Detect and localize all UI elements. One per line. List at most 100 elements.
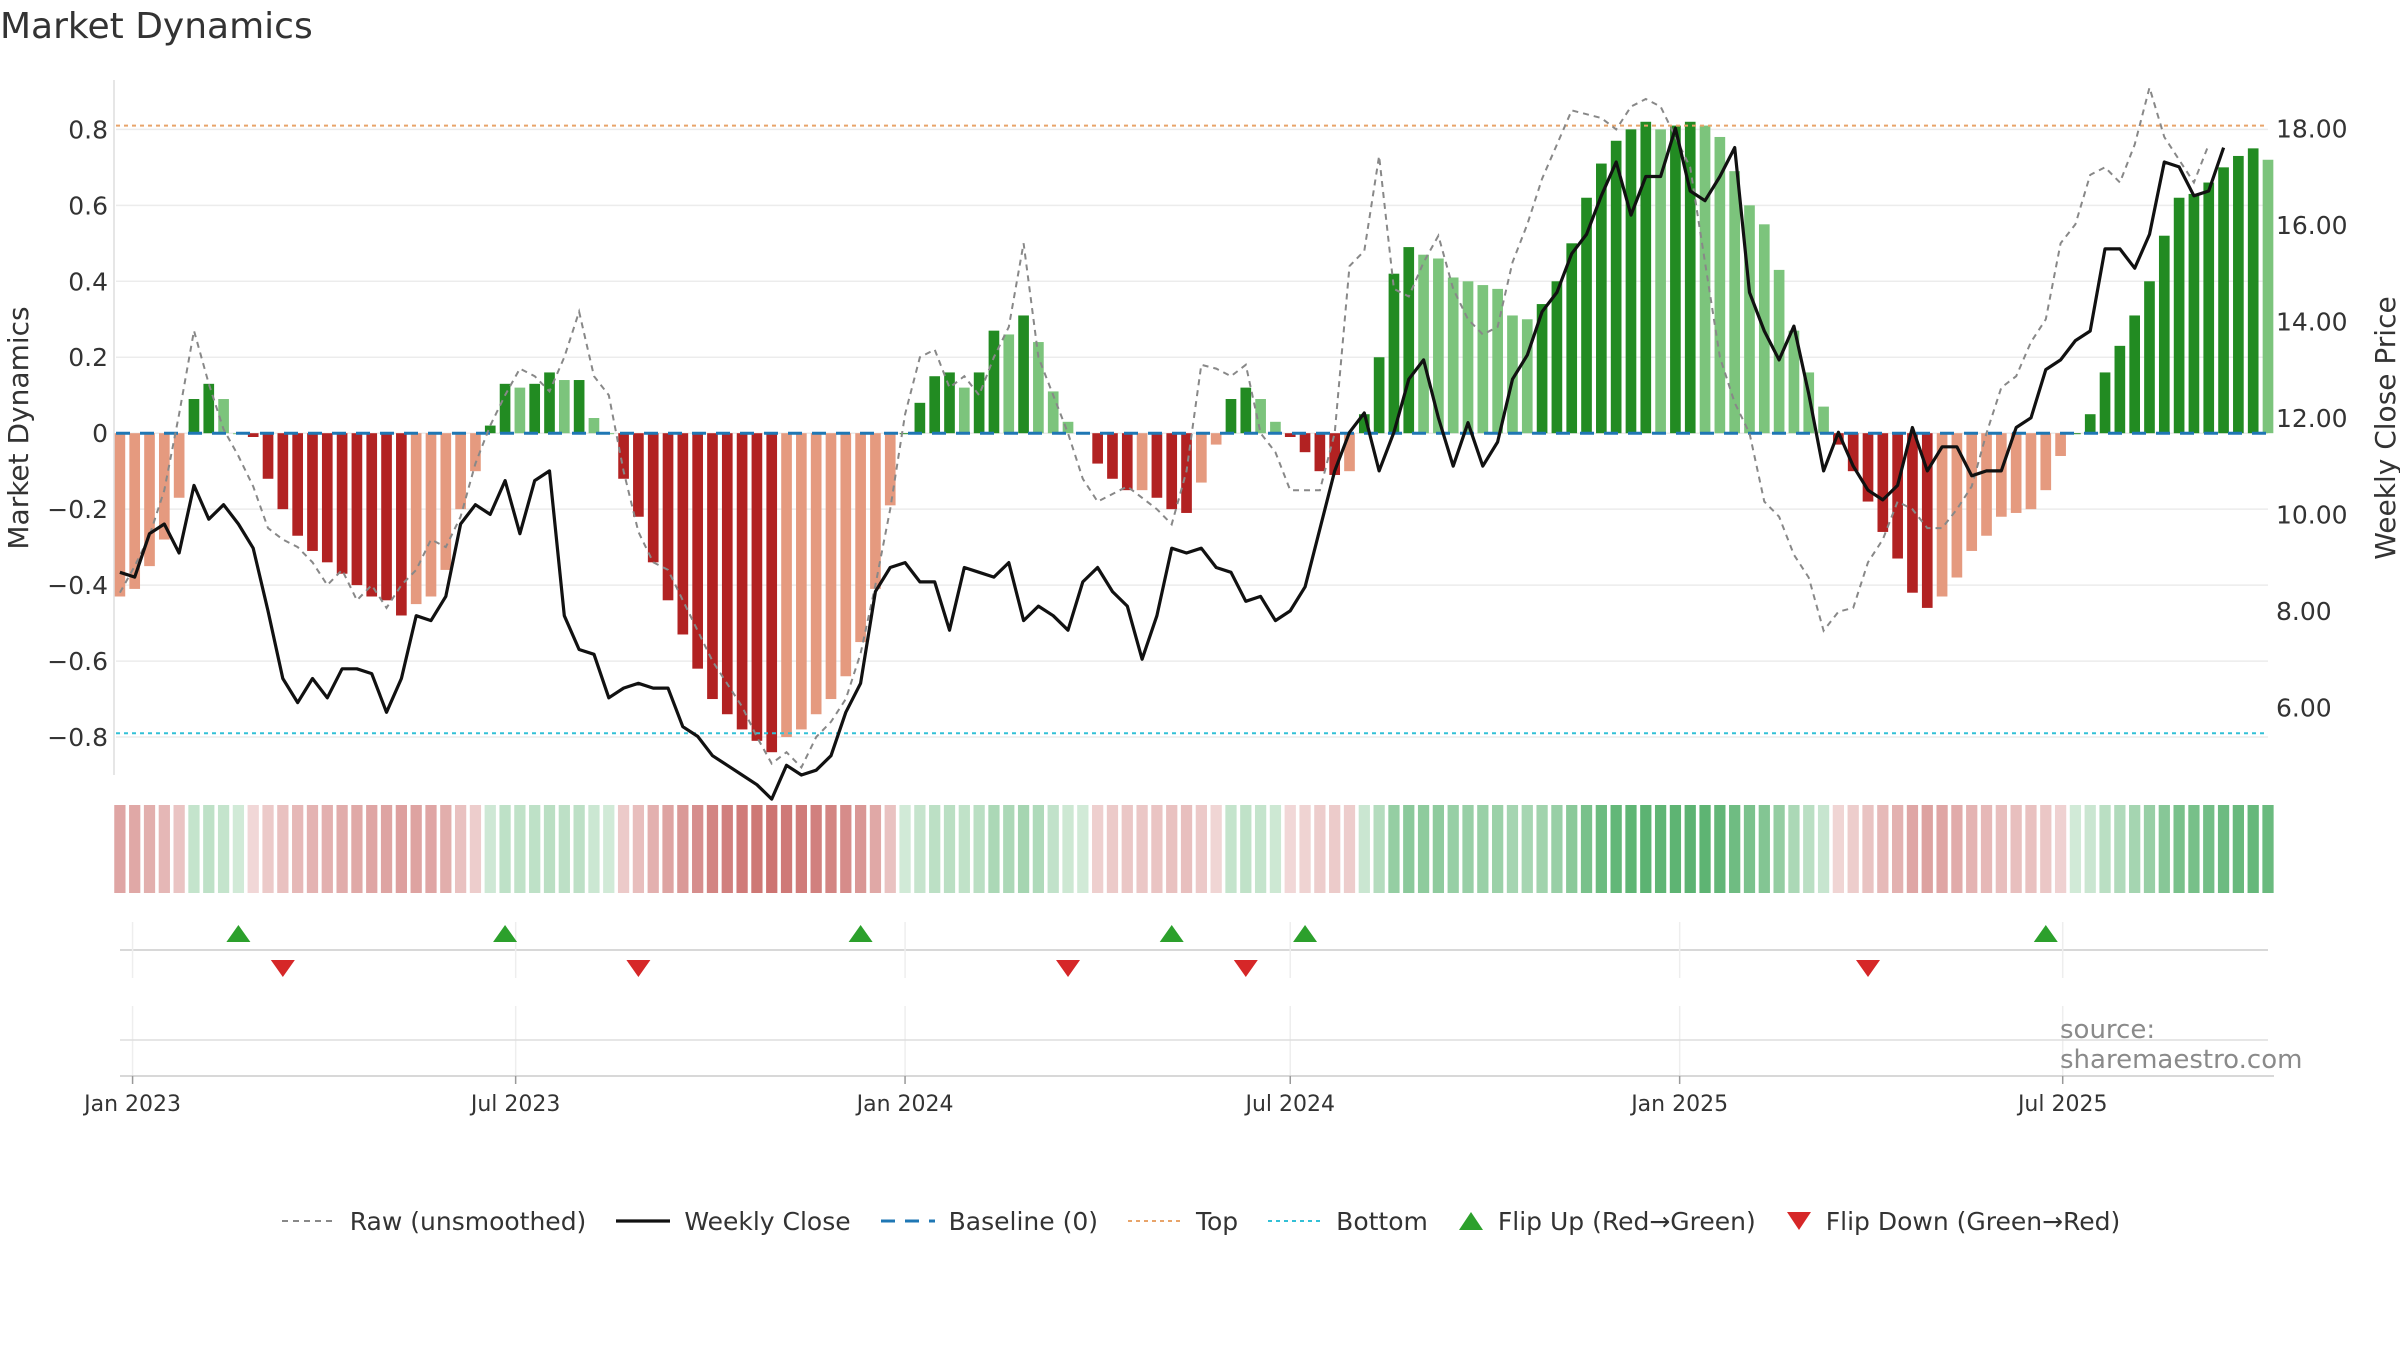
market-dynamics-bar bbox=[721, 433, 733, 715]
regime-strip-cell bbox=[2129, 805, 2141, 893]
market-dynamics-bar bbox=[188, 399, 200, 434]
regime-strip-cell bbox=[1654, 805, 1667, 893]
regime-strip-cell bbox=[2158, 805, 2170, 893]
regime-strip-cell bbox=[2040, 805, 2052, 893]
regime-strip-cell bbox=[1892, 805, 1904, 893]
market-dynamics-bar bbox=[1403, 247, 1415, 434]
regime-strip-cell bbox=[721, 805, 733, 893]
market-dynamics-bar bbox=[1996, 433, 2007, 517]
market-dynamics-bar bbox=[1225, 399, 1237, 434]
market-dynamics-bar bbox=[855, 433, 866, 643]
market-dynamics-bar bbox=[647, 433, 659, 563]
market-dynamics-bar bbox=[1418, 254, 1429, 434]
regime-strip-cell bbox=[1906, 805, 1919, 893]
legend-top-swatch bbox=[1127, 1220, 1182, 1222]
legend-label: Weekly Close bbox=[684, 1206, 851, 1236]
regime-strip-cell bbox=[2217, 805, 2230, 893]
market-dynamics-bars bbox=[114, 121, 2274, 753]
x-tick-label: Jan 2025 bbox=[1629, 1092, 1728, 1117]
market-dynamics-bar bbox=[1255, 399, 1266, 434]
market-dynamics-bar bbox=[292, 433, 303, 536]
legend-item-flip-up: Flip Up (Red→Green) bbox=[1456, 1207, 1756, 1236]
market-dynamics-bar bbox=[929, 376, 941, 434]
regime-strip-cell bbox=[262, 805, 274, 893]
regime-strip-cell bbox=[573, 805, 585, 893]
market-dynamics-bar bbox=[1551, 281, 1563, 434]
legend-bottom-swatch bbox=[1268, 1220, 1323, 1222]
market-dynamics-bar bbox=[262, 433, 274, 479]
market-dynamics-bar bbox=[2247, 148, 2259, 434]
regime-strip-cell bbox=[1284, 805, 1296, 893]
regime-strip-cell bbox=[1817, 805, 1830, 893]
flip-down-marker bbox=[1056, 960, 1081, 977]
regime-strip-cell bbox=[306, 805, 319, 893]
regime-strip-cell bbox=[825, 805, 837, 893]
market-dynamics-bar bbox=[1951, 433, 1963, 578]
market-dynamics-bar bbox=[662, 433, 674, 601]
regime-strip-cell bbox=[1610, 805, 1622, 893]
market-dynamics-bar bbox=[514, 387, 526, 434]
market-dynamics-bar bbox=[988, 330, 1000, 434]
regime-strip-cell bbox=[425, 805, 437, 893]
market-dynamics-bar bbox=[810, 433, 822, 715]
x-tick-label: Jul 2024 bbox=[1243, 1092, 1335, 1117]
regime-strip-cell bbox=[1995, 805, 2007, 893]
regime-strip-cell bbox=[2247, 805, 2259, 893]
regime-strip-cell bbox=[692, 805, 704, 893]
regime-strip-cell bbox=[588, 805, 600, 893]
x-tick-label: Jan 2023 bbox=[82, 1092, 181, 1117]
market-dynamics-bar bbox=[1670, 125, 1681, 434]
market-dynamics-bar bbox=[470, 433, 481, 472]
regime-strip-cell bbox=[1832, 805, 1845, 893]
market-dynamics-bar bbox=[1284, 433, 1296, 437]
regime-strip-cell bbox=[780, 805, 793, 893]
market-dynamics-bar bbox=[1462, 281, 1474, 434]
regime-strip bbox=[114, 805, 2274, 893]
y-tick-label-left: −0.6 bbox=[47, 647, 108, 676]
regime-strip-cell bbox=[114, 805, 126, 893]
legend-item-top: Top bbox=[1126, 1207, 1238, 1236]
regime-strip-cell bbox=[1151, 805, 1163, 893]
regime-strip-cell bbox=[173, 805, 185, 893]
regime-strip-cell bbox=[1388, 805, 1400, 893]
legend-item-close: Weekly Close bbox=[614, 1206, 851, 1236]
market-dynamics-bar bbox=[381, 433, 392, 601]
market-dynamics-bar bbox=[1477, 285, 1489, 434]
regime-strip-cell bbox=[884, 805, 896, 893]
regime-strip-cell bbox=[2099, 805, 2111, 893]
market-dynamics-bar bbox=[1314, 433, 1326, 472]
market-dynamics-bar bbox=[307, 433, 318, 551]
market-dynamics-bar bbox=[1966, 433, 1978, 551]
market-dynamics-bar bbox=[1921, 433, 1933, 608]
market-dynamics-bar bbox=[944, 372, 955, 434]
weekly-close-line bbox=[119, 126, 2226, 801]
market-dynamics-bar bbox=[1536, 304, 1548, 434]
chart-title: Market Dynamics bbox=[0, 6, 313, 47]
regime-strip-cell bbox=[351, 805, 363, 893]
regime-strip-cell bbox=[1803, 805, 1815, 893]
market-dynamics-bar bbox=[2010, 433, 2022, 513]
regime-strip-cell bbox=[914, 805, 926, 893]
regime-strip-cell bbox=[1506, 805, 1519, 893]
source-note: source: sharemaestro.com bbox=[2060, 1015, 2303, 1075]
regime-strip-cell bbox=[1566, 805, 1578, 893]
market-dynamics-bar bbox=[2262, 159, 2274, 434]
y-tick-label-right: 10.00 bbox=[2276, 500, 2348, 529]
legend-label: Raw (unsmoothed) bbox=[349, 1206, 587, 1236]
market-dynamics-bar bbox=[1018, 315, 1029, 434]
y-axis-right: 18.00 16.00 14.00 12.00 10.00 8.00 6.00 bbox=[2276, 114, 2348, 722]
market-dynamics-bar bbox=[677, 433, 689, 635]
market-dynamics-bar bbox=[588, 418, 600, 434]
regime-strip-cell bbox=[2054, 805, 2067, 893]
market-dynamics-bar bbox=[1684, 121, 1696, 434]
market-dynamics-bar bbox=[173, 433, 185, 498]
regime-strip-cell bbox=[2010, 805, 2022, 893]
regime-strip-cell bbox=[1862, 805, 1874, 893]
regime-strip-cell bbox=[203, 805, 215, 893]
market-dynamics-bar bbox=[1862, 433, 1874, 502]
regime-strip-cell bbox=[1225, 805, 1237, 893]
regime-strip-cell bbox=[929, 805, 941, 893]
regime-strip-cell bbox=[840, 805, 852, 893]
legend-label: Bottom bbox=[1336, 1206, 1428, 1236]
